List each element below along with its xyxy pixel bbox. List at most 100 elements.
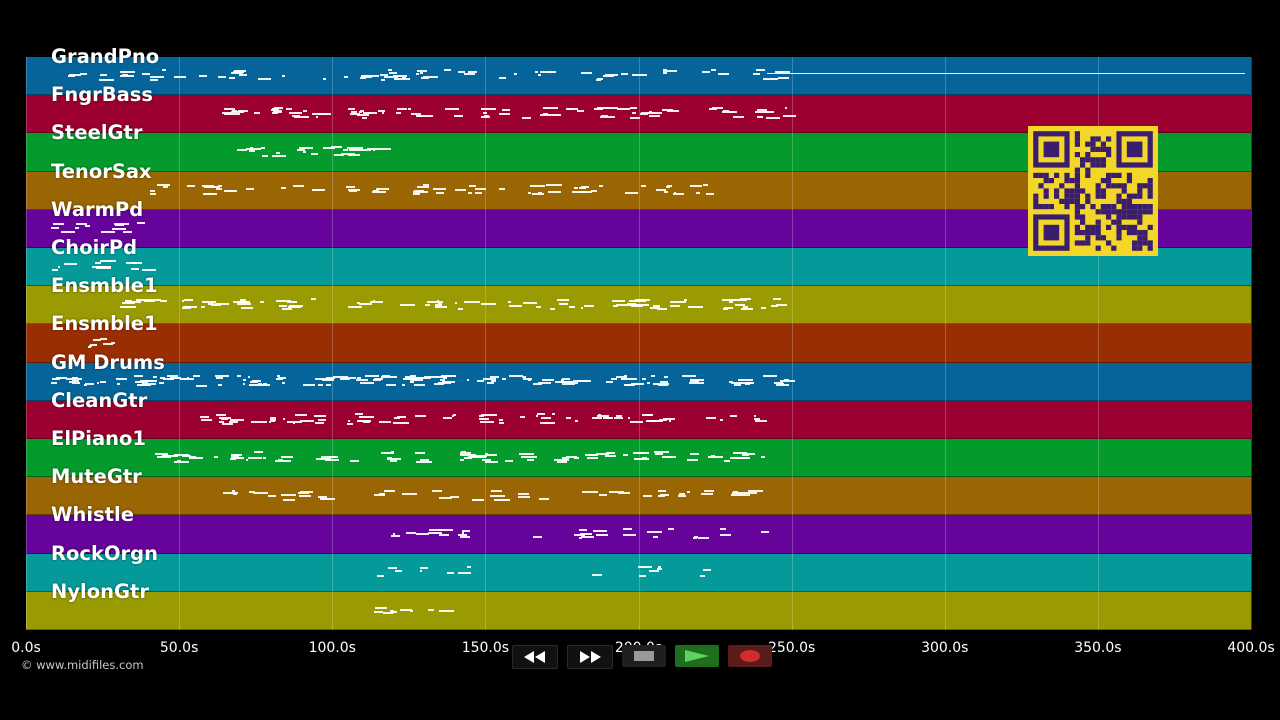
midi-note [499, 188, 505, 191]
midi-note [732, 492, 747, 495]
midi-note [402, 383, 406, 386]
midi-note [606, 381, 613, 383]
midi-note [754, 417, 761, 420]
midi-note [551, 71, 557, 73]
track-lane[interactable] [26, 324, 1251, 363]
midi-note [763, 374, 777, 377]
midi-note [349, 113, 360, 116]
midi-note [657, 565, 661, 568]
midi-note [540, 416, 552, 419]
midi-note [374, 607, 387, 610]
midi-note [434, 375, 445, 378]
midi-note [100, 260, 117, 263]
midi-note [288, 305, 303, 308]
midi-note [263, 457, 267, 460]
midi-note [652, 536, 658, 539]
record-button[interactable] [728, 645, 772, 667]
track-lane[interactable] [26, 591, 1251, 630]
midi-note [623, 528, 632, 531]
midi-note [522, 375, 526, 378]
midi-note [192, 375, 201, 378]
midi-note [670, 300, 686, 303]
midi-note [668, 528, 674, 531]
midi-note [419, 567, 428, 570]
stop-button[interactable] [622, 645, 666, 667]
midi-note [380, 451, 394, 454]
midi-note [170, 376, 174, 379]
midi-note [457, 533, 468, 536]
midi-note [553, 459, 569, 462]
track-lane[interactable] [26, 362, 1251, 401]
track-lane[interactable] [26, 553, 1251, 592]
rewind-button[interactable] [512, 645, 558, 669]
midi-note [650, 375, 656, 378]
midi-note [124, 299, 132, 302]
play-button[interactable] [675, 645, 719, 667]
midi-note [389, 460, 397, 463]
track-lane[interactable] [26, 515, 1251, 554]
midi-note [513, 73, 517, 76]
midi-note [208, 303, 214, 306]
midi-note [754, 419, 767, 422]
midi-note [629, 421, 643, 424]
track-name: GM Drums [51, 350, 165, 374]
midi-note [653, 451, 670, 454]
midi-note [421, 77, 430, 80]
track-lane[interactable] [26, 477, 1251, 516]
midi-note [661, 109, 674, 112]
midi-note [669, 305, 681, 308]
midi-note [224, 113, 240, 116]
midi-note [647, 381, 650, 384]
midi-note [231, 72, 244, 75]
midi-note [606, 416, 613, 419]
midi-note [272, 109, 283, 112]
midi-note [730, 382, 743, 385]
midi-note [376, 147, 391, 150]
midi-note [358, 303, 373, 306]
midi-note [299, 491, 313, 494]
midi-note [188, 457, 204, 460]
midi-note [415, 72, 419, 75]
midi-note [113, 222, 129, 225]
midi-note [599, 184, 604, 187]
midi-note [201, 300, 217, 303]
midi-note [374, 494, 386, 497]
midi-note [419, 71, 423, 74]
midi-note [659, 381, 668, 384]
midi-note [466, 378, 470, 381]
midi-note [341, 152, 356, 155]
midi-note [679, 492, 686, 495]
midi-note [729, 415, 738, 418]
track-name: SteelGtr [51, 121, 143, 145]
midi-note [438, 302, 442, 305]
fast-forward-button[interactable] [567, 645, 613, 669]
track-name: GrandPno [51, 45, 160, 68]
midi-note [423, 75, 438, 78]
midi-note [762, 77, 778, 80]
midi-note [89, 343, 97, 346]
midi-note [458, 307, 464, 310]
midi-note [736, 456, 751, 459]
midi-note [52, 268, 58, 271]
midi-note [433, 187, 447, 190]
midi-note [297, 114, 300, 117]
midi-note [276, 375, 280, 378]
midi-note [597, 107, 610, 110]
midi-note [652, 382, 669, 385]
midi-note [122, 70, 126, 73]
midi-note [760, 307, 767, 310]
midi-note [721, 111, 737, 114]
midi-note [505, 460, 513, 463]
midi-note [245, 187, 255, 190]
midi-note [373, 610, 384, 613]
midi-note [637, 566, 652, 569]
midi-note [622, 377, 625, 380]
midi-note [614, 417, 623, 420]
midi-note [582, 490, 598, 493]
midi-note [444, 69, 451, 72]
midi-note [371, 190, 387, 193]
midi-note [383, 76, 398, 79]
midi-note [655, 453, 664, 456]
midi-note [239, 300, 251, 303]
midi-note [760, 456, 765, 459]
